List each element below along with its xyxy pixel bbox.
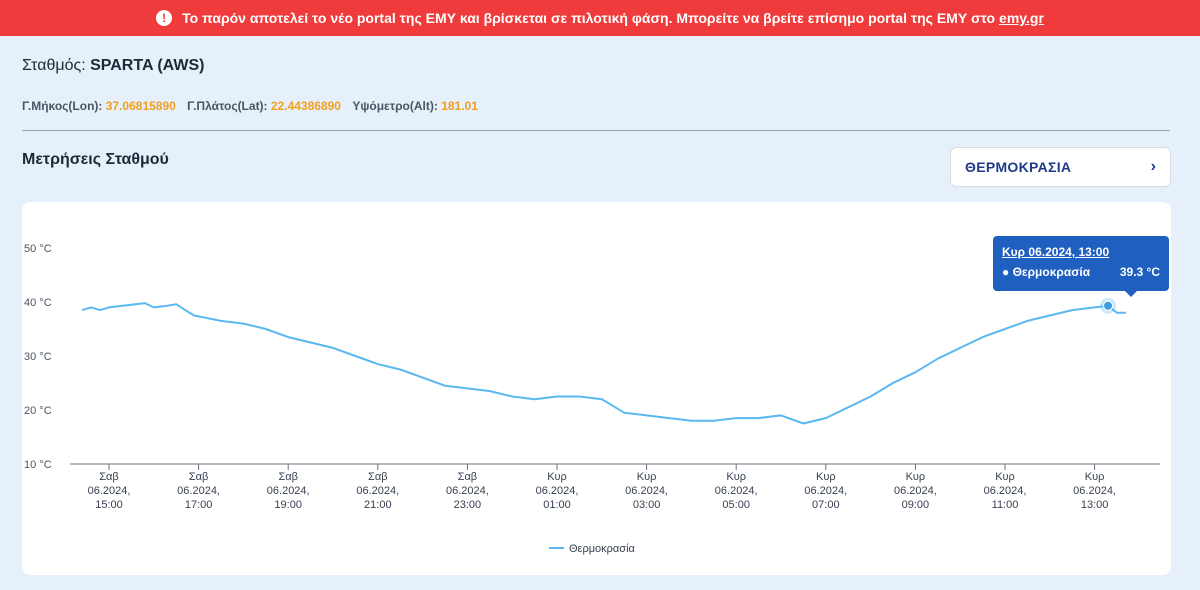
lat-label: Γ.Πλάτος(Lat): [187, 99, 268, 113]
x-tick-label-day: Κυρ [547, 471, 567, 483]
measurement-select[interactable]: ΘΕΡΜΟΚΡΑΣΙΑ › [950, 147, 1171, 187]
x-tick-label-date: 06.2024, [88, 485, 131, 497]
lon-label: Γ.Μήκος(Lon): [22, 99, 103, 113]
x-tick-label-date: 06.2024, [1073, 485, 1116, 497]
x-tick-label-day: Σαβ [368, 471, 388, 483]
x-tick-label-day: Σαβ [278, 471, 298, 483]
station-heading: Σταθμός: SPARTA (AWS) [22, 57, 204, 75]
x-tick-label-day: Σαβ [189, 471, 209, 483]
x-tick-label-date: 06.2024, [984, 485, 1027, 497]
x-tick-label-date: 06.2024, [177, 485, 220, 497]
x-tick-label-day: Σαβ [458, 471, 478, 483]
x-tick-label-time: 07:00 [812, 499, 840, 511]
x-tick-label-time: 03:00 [633, 499, 661, 511]
chevron-right-icon: › [1150, 158, 1156, 175]
legend-label: Θερμοκρασία [569, 543, 636, 555]
chart-card: 10 °C 20 °C 30 °C 40 °C 50 °C Σαβ 06.2024, 15:0… [22, 202, 1171, 575]
x-tick-label-date: 06.2024, [625, 485, 668, 497]
section-title: Μετρήσεις Σταθμού [22, 151, 169, 168]
x-tick-label-time: 01:00 [543, 499, 571, 511]
banner-text: Το παρόν αποτελεί το νέο portal της ΕΜΥ … [182, 10, 996, 26]
x-tick-label-day: Κυρ [1085, 471, 1105, 483]
x-tick-label-time: 21:00 [364, 499, 392, 511]
y-tick-label: 40 °C [24, 297, 52, 309]
temperature-series-line [81, 302, 1126, 425]
x-tick-label-date: 06.2024, [356, 485, 399, 497]
measurement-select-value: ΘΕΡΜΟΚΡΑΣΙΑ [965, 159, 1072, 175]
tooltip-series: ● Θερμοκρασία [1002, 265, 1091, 279]
y-tick-label: 50 °C [24, 243, 52, 255]
x-tick-label-day: Κυρ [726, 471, 746, 483]
x-tick-label-date: 06.2024, [536, 485, 579, 497]
x-tick-label-date: 06.2024, [446, 485, 489, 497]
x-tick-label-time: 09:00 [902, 499, 930, 511]
x-tick-label-day: Σαβ [99, 471, 119, 483]
lat-value: 22.44386890 [270, 99, 341, 113]
x-tick-label-date: 06.2024, [267, 485, 310, 497]
lon-value: 37.06815890 [105, 99, 176, 113]
x-tick-label-time: 19:00 [274, 499, 302, 511]
x-tick-label-day: Κυρ [637, 471, 657, 483]
x-tick-label-time: 15:00 [95, 499, 123, 511]
x-tick-label-day: Κυρ [995, 471, 1015, 483]
x-tick-label-date: 06.2024, [715, 485, 758, 497]
alert-icon: ! [156, 10, 173, 26]
x-tick-label-date: 06.2024, [894, 485, 937, 497]
x-tick-label-time: 13:00 [1081, 499, 1109, 511]
pilot-banner: ! Το παρόν αποτελεί το νέο portal της ΕΜ… [0, 0, 1200, 36]
station-coordinates: Γ.Μήκος(Lon): 37.06815890 Γ.Πλάτος(Lat):… [22, 99, 486, 113]
station-name: SPARTA (AWS) [90, 57, 205, 74]
x-tick-label-day: Κυρ [816, 471, 836, 483]
emy-link[interactable]: emy.gr [999, 10, 1044, 26]
alt-label: Υψόμετρο(Alt): [352, 99, 438, 113]
alt-value: 181.01 [441, 99, 478, 113]
x-tick-label-day: Κυρ [906, 471, 926, 483]
temperature-chart[interactable]: 10 °C 20 °C 30 °C 40 °C 50 °C Σαβ 06.2024, 15:0… [22, 202, 1171, 575]
x-tick-label-time: 05:00 [722, 499, 750, 511]
divider [22, 130, 1170, 131]
y-tick-label: 20 °C [24, 405, 52, 417]
tooltip-value: 39.3 °C [1119, 265, 1160, 279]
y-tick-label: 30 °C [24, 351, 52, 363]
x-tick-label-time: 23:00 [454, 499, 482, 511]
chart-tooltip: Κυρ 06.2024, 13:00 ● Θερμοκρασία 39.3 °C [993, 236, 1169, 297]
x-tick-label-time: 11:00 [992, 499, 1019, 511]
x-tick-label-date: 06.2024, [804, 485, 847, 497]
x-tick-label-time: 17:00 [185, 499, 213, 511]
tooltip-title: Κυρ 06.2024, 13:00 [1002, 245, 1110, 259]
station-label: Σταθμός: [22, 57, 86, 74]
y-tick-label: 10 °C [24, 459, 52, 471]
highlight-point [1103, 300, 1114, 311]
